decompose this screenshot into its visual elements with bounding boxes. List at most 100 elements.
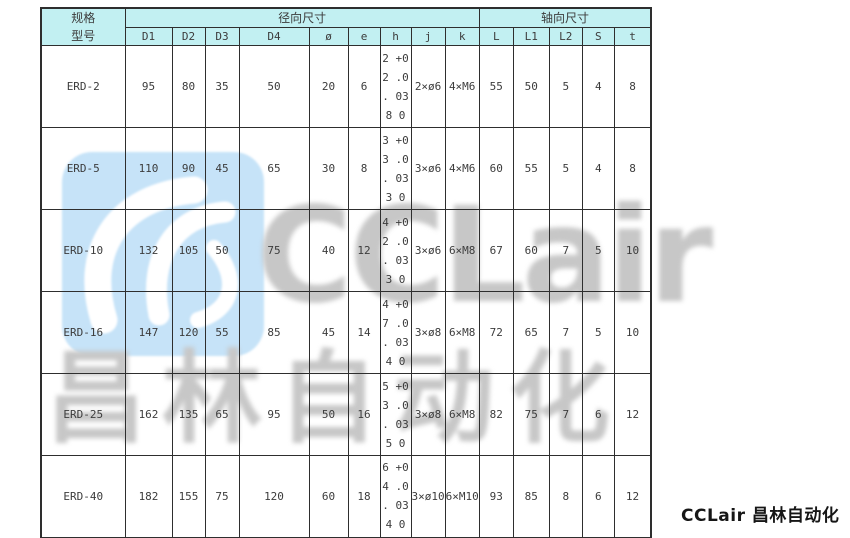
model-cell: ERD-5: [40, 127, 126, 210]
value-cell: 50: [512, 45, 550, 128]
column-header-d3: D3: [204, 26, 240, 47]
value-cell: 3×ø6: [410, 127, 446, 210]
value-cell: 5: [548, 127, 583, 210]
value-cell: 93: [478, 455, 514, 538]
value-cell: 110: [124, 127, 173, 210]
value-cell: 16: [347, 373, 381, 456]
value-cell: 72: [478, 291, 514, 374]
value-cell: 50: [238, 45, 310, 128]
value-cell: 105: [171, 209, 206, 292]
value-cell: 12: [613, 455, 652, 538]
value-cell: 45: [204, 127, 240, 210]
value-cell: 4×M6: [444, 45, 480, 128]
value-cell: 55: [512, 127, 550, 210]
column-header-l2: L2: [548, 26, 583, 47]
value-cell: 3 +0 3 .0 . 03 3 0: [379, 127, 412, 210]
model-cell: ERD-2: [40, 45, 126, 128]
value-cell: 6: [581, 373, 615, 456]
table-row: ERD-10 132 105 50 75 40 12 4 +0 2 .0 . 03 3 0 3×…: [40, 209, 652, 292]
value-cell: 7: [548, 373, 583, 456]
value-cell: 4: [581, 127, 615, 210]
value-cell: 6×M8: [444, 373, 480, 456]
value-cell: 3×ø8: [410, 291, 446, 374]
value-cell: 75: [204, 455, 240, 538]
value-cell: 35: [204, 45, 240, 128]
value-cell: 85: [512, 455, 550, 538]
value-cell: 45: [308, 291, 349, 374]
value-cell: 75: [238, 209, 310, 292]
column-header-t: t: [613, 26, 652, 47]
value-cell: 8: [347, 127, 381, 210]
column-header-l: L: [478, 26, 514, 47]
value-cell: 10: [613, 291, 652, 374]
value-cell: 80: [171, 45, 206, 128]
model-cell: ERD-10: [40, 209, 126, 292]
value-cell: 65: [512, 291, 550, 374]
value-cell: 6: [581, 455, 615, 538]
value-cell: 5 +0 3 .0 . 03 5 0: [379, 373, 412, 456]
column-header-phi: ø: [308, 26, 349, 47]
value-cell: 95: [124, 45, 173, 128]
value-cell: 14: [347, 291, 381, 374]
value-cell: 162: [124, 373, 173, 456]
value-cell: 55: [478, 45, 514, 128]
value-cell: 4 +0 2 .0 . 03 3 0: [379, 209, 412, 292]
value-cell: 75: [512, 373, 550, 456]
spec-table-body: ERD-2 95 80 35 50 20 6 2 +0 2 .0 . 03 8 0 2×ø6 4×…: [40, 45, 652, 538]
table-row: ERD-5 110 90 45 65 30 8 3 +0 3 .0 . 03 3 0 3×ø6 4…: [40, 127, 652, 210]
header-group-axial: 轴向尺寸: [478, 7, 652, 28]
value-cell: 60: [308, 455, 349, 538]
table-row: ERD-2 95 80 35 50 20 6 2 +0 2 .0 . 03 8 0 2×ø6 4×…: [40, 45, 652, 128]
value-cell: 6×M8: [444, 209, 480, 292]
value-cell: 60: [512, 209, 550, 292]
header-group-radial: 径向尺寸: [124, 7, 480, 28]
value-cell: 132: [124, 209, 173, 292]
value-cell: 8: [613, 127, 652, 210]
value-cell: 120: [171, 291, 206, 374]
column-header-e: e: [347, 26, 381, 47]
value-cell: 8: [548, 455, 583, 538]
value-cell: 65: [238, 127, 310, 210]
header-model: 规格 型号: [40, 7, 126, 46]
column-header-d2: D2: [171, 26, 206, 47]
value-cell: 65: [204, 373, 240, 456]
value-cell: 90: [171, 127, 206, 210]
value-cell: 67: [478, 209, 514, 292]
value-cell: 2 +0 2 .0 . 03 8 0: [379, 45, 412, 128]
value-cell: 7: [548, 209, 583, 292]
value-cell: 82: [478, 373, 514, 456]
value-cell: 7: [548, 291, 583, 374]
value-cell: 3×ø6: [410, 209, 446, 292]
model-cell: ERD-40: [40, 455, 126, 538]
value-cell: 50: [308, 373, 349, 456]
model-cell: ERD-25: [40, 373, 126, 456]
brand-caption: CCLair 昌林自动化: [681, 506, 840, 526]
value-cell: 5: [581, 209, 615, 292]
value-cell: 120: [238, 455, 310, 538]
column-header-h: h: [379, 26, 412, 47]
value-cell: 6 +0 4 .0 . 03 4 0: [379, 455, 412, 538]
value-cell: 6×M10: [444, 455, 480, 538]
value-cell: 95: [238, 373, 310, 456]
value-cell: 6×M8: [444, 291, 480, 374]
value-cell: 60: [478, 127, 514, 210]
value-cell: 8: [613, 45, 652, 128]
value-cell: 12: [613, 373, 652, 456]
column-header-d4: D4: [238, 26, 310, 47]
value-cell: 155: [171, 455, 206, 538]
value-cell: 50: [204, 209, 240, 292]
value-cell: 12: [347, 209, 381, 292]
value-cell: 10: [613, 209, 652, 292]
value-cell: 2×ø6: [410, 45, 446, 128]
value-cell: 135: [171, 373, 206, 456]
column-header-k: k: [444, 26, 480, 47]
value-cell: 3×ø10: [410, 455, 446, 538]
value-cell: 20: [308, 45, 349, 128]
column-header-l1: L1: [512, 26, 550, 47]
value-cell: 3×ø8: [410, 373, 446, 456]
value-cell: 85: [238, 291, 310, 374]
value-cell: 4×M6: [444, 127, 480, 210]
spec-table: 规格 型号 径向尺寸 轴向尺寸 D1 D2 D3 D4 ø e h j k L …: [40, 7, 653, 538]
value-cell: 4 +0 7 .0 . 03 4 0: [379, 291, 412, 374]
